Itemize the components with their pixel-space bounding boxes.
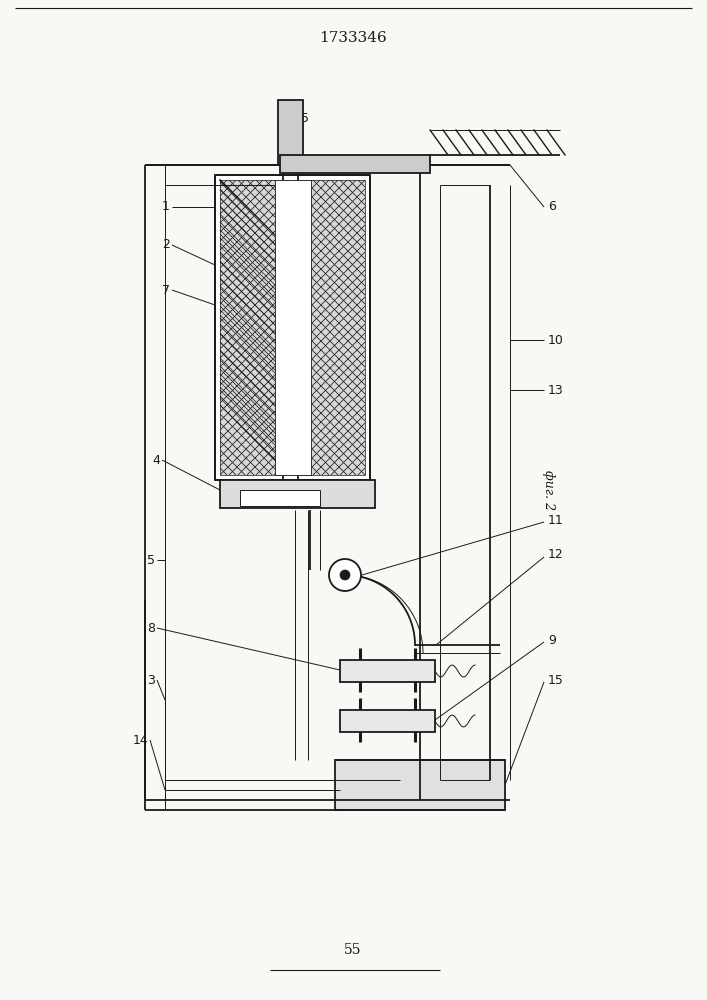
Text: фиг. 2: фиг. 2: [542, 470, 555, 510]
Text: 1733346: 1733346: [319, 31, 387, 45]
Bar: [274, 180, 310, 475]
Bar: [220, 480, 375, 508]
Text: 15: 15: [548, 674, 564, 686]
Text: 11: 11: [548, 514, 563, 526]
Text: 55: 55: [344, 943, 362, 957]
Bar: [215, 175, 370, 480]
Text: 8: 8: [147, 621, 155, 635]
Text: 6: 6: [548, 200, 556, 214]
Bar: [340, 660, 435, 682]
Text: 9: 9: [548, 634, 556, 647]
Bar: [220, 180, 290, 475]
Bar: [280, 155, 430, 173]
Text: 4: 4: [152, 454, 160, 466]
Text: 5: 5: [301, 111, 309, 124]
Circle shape: [329, 559, 361, 591]
Text: 10: 10: [548, 334, 564, 347]
Text: 5: 5: [147, 554, 155, 566]
Text: 7: 7: [162, 284, 170, 296]
Text: 2: 2: [162, 238, 170, 251]
Bar: [295, 180, 365, 475]
Bar: [335, 760, 505, 810]
Bar: [340, 710, 435, 732]
Circle shape: [340, 570, 350, 580]
Bar: [240, 490, 320, 506]
Bar: [278, 100, 303, 165]
Bar: [223, 183, 362, 472]
Text: 1: 1: [162, 200, 170, 214]
Text: 14: 14: [132, 734, 148, 746]
Text: 13: 13: [548, 383, 563, 396]
Text: 3: 3: [147, 674, 155, 686]
Text: 12: 12: [548, 548, 563, 562]
